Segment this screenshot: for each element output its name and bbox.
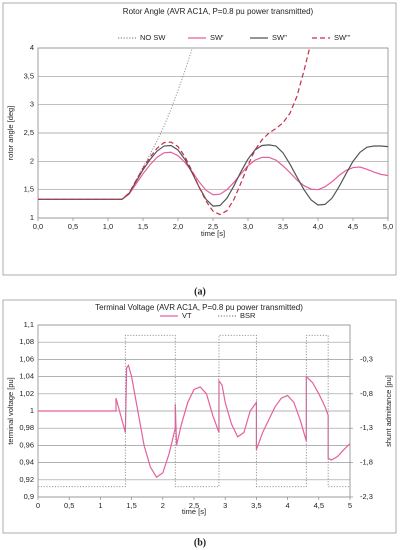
y-axis-label: terminal voltage [pu]: [6, 377, 15, 445]
y2-tick-label: -2,3: [360, 492, 373, 501]
y-tick-label: 1: [30, 406, 34, 415]
chart-frame: [2, 2, 397, 276]
x-tick-label: 5,0: [383, 222, 393, 231]
x-tick-label: 0: [36, 501, 40, 510]
y-tick-label: 2,5: [24, 128, 34, 137]
y-tick-label: 0,92: [19, 475, 34, 484]
y2-tick-label: -0,3: [360, 354, 373, 363]
y-tick-label: 3,5: [24, 71, 34, 80]
y2-tick-label: -1,8: [360, 458, 373, 467]
y-axis-label: rotor angle [deg]: [6, 106, 15, 161]
legend-label: SW''': [334, 33, 351, 42]
x-tick-label: 0,0: [33, 222, 43, 231]
y-tick-label: 1,1: [24, 320, 34, 329]
x-tick-label: 2,0: [173, 222, 183, 231]
x-tick-label: 3,5: [251, 501, 261, 510]
y-tick-label: 1,02: [19, 389, 34, 398]
y-tick-label: 0,98: [19, 423, 34, 432]
x-tick-label: 3,0: [243, 222, 253, 231]
x-tick-label: 1,5: [126, 501, 136, 510]
series-line: [38, 48, 193, 200]
x-tick-label: 1: [98, 501, 102, 510]
series-line: [38, 48, 311, 216]
x-axis-label: time [s]: [182, 507, 206, 516]
x-tick-label: 2: [161, 501, 165, 510]
y-tick-label: 1: [30, 213, 34, 222]
x-tick-label: 0,5: [68, 222, 78, 231]
y-tick-label: 0,9: [24, 492, 34, 501]
x-tick-label: 4,5: [348, 222, 358, 231]
y-tick-label: 1,06: [19, 354, 34, 363]
x-tick-label: 2,5: [208, 222, 218, 231]
y-tick-label: 4: [30, 43, 34, 52]
series-line: [38, 364, 350, 479]
chart-title: Rotor Angle (AVR AC1A, P=0.8 pu power tr…: [123, 7, 314, 16]
chart-frame: [2, 299, 397, 534]
x-axis-label: time [s]: [201, 229, 225, 238]
x-tick-label: 4,0: [313, 222, 323, 231]
chart-caption: (b): [194, 537, 206, 548]
y-tick-label: 2: [30, 156, 34, 165]
x-tick-label: 4,5: [314, 501, 324, 510]
x-tick-label: 3,5: [278, 222, 288, 231]
legend-label: NO SW: [140, 33, 166, 42]
y2-tick-label: -0,8: [360, 389, 373, 398]
y-tick-label: 0,96: [19, 440, 34, 449]
legend-label: SW': [210, 33, 224, 42]
y-tick-label: 1,04: [19, 372, 34, 381]
x-tick-label: 0,5: [64, 501, 74, 510]
x-tick-label: 2,5: [189, 501, 199, 510]
series-line: [38, 334, 350, 488]
y-tick-label: 3: [30, 100, 34, 109]
x-tick-label: 4: [286, 501, 290, 510]
y-tick-label: 0,94: [19, 458, 34, 467]
x-tick-label: 5: [348, 501, 352, 510]
chart-title: Terminal Voltage (AVR AC1A, P=0.8 pu pow…: [95, 303, 303, 312]
x-tick-label: 1,5: [138, 222, 148, 231]
x-tick-label: 3: [223, 501, 227, 510]
y-tick-label: 1,08: [19, 337, 34, 346]
legend-label: SW'': [272, 33, 288, 42]
x-tick-label: 1,0: [103, 222, 113, 231]
legend-label: VT: [182, 311, 192, 320]
y2-tick-label: -1,3: [360, 423, 373, 432]
y-tick-label: 1,5: [24, 185, 34, 194]
y2-axis-label: shunt admittance [pu]: [384, 375, 393, 447]
chart-caption: (a): [194, 286, 206, 297]
legend-label: BSR: [240, 311, 256, 320]
